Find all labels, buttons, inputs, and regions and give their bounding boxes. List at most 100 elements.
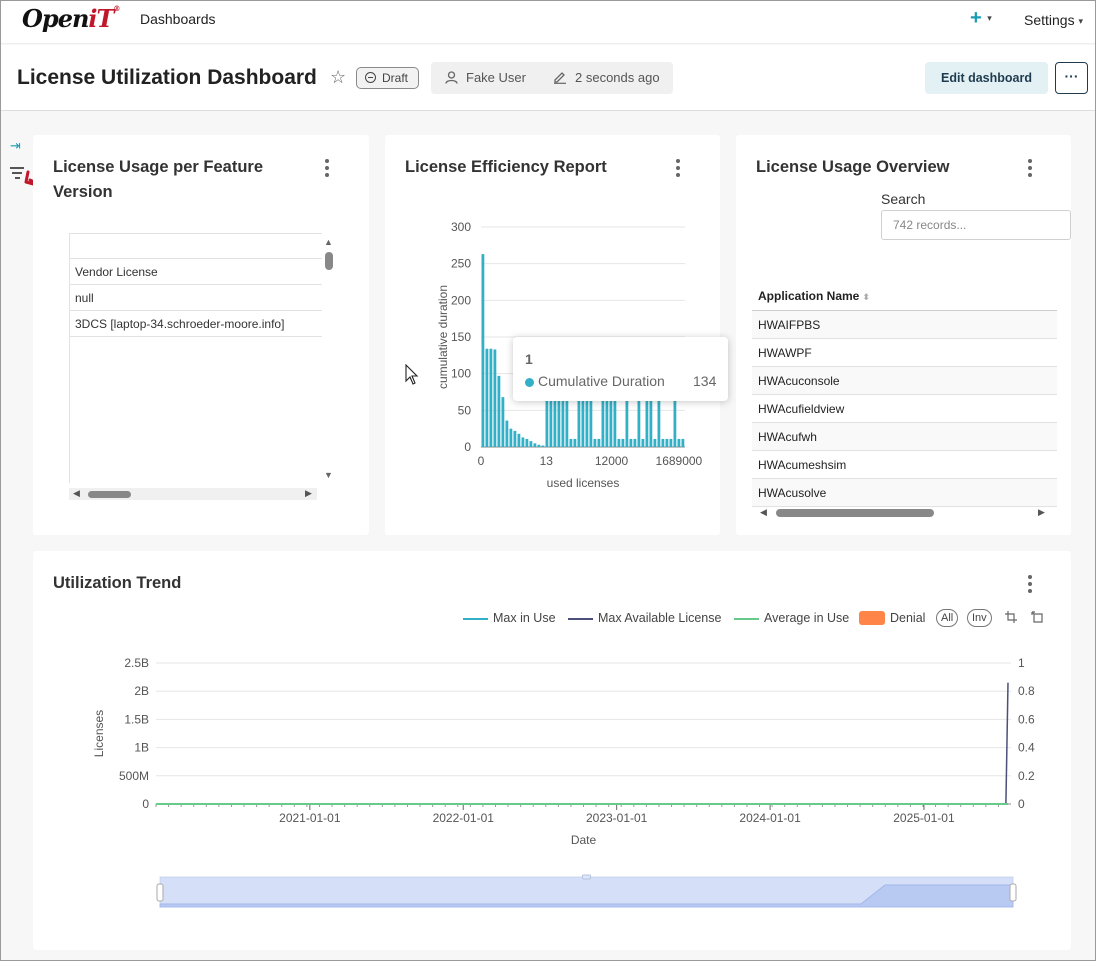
openit-logo[interactable]: OpeniT® xyxy=(22,4,120,33)
legend-denial[interactable]: Denial xyxy=(890,611,926,625)
top-nav: OpeniT® Dashboards + ▾ Settings ▾ xyxy=(0,0,1096,44)
table-row[interactable]: Vendor License xyxy=(70,259,322,285)
x-tick-label: 0 xyxy=(478,454,485,468)
plus-icon: + xyxy=(970,7,982,29)
scroll-right-icon[interactable]: ▶ xyxy=(305,488,312,498)
legend-max-available[interactable]: Max Available License xyxy=(598,611,722,625)
card-menu-icon[interactable] xyxy=(1028,159,1032,180)
table-row[interactable]: HWAcuconsole xyxy=(752,367,1057,395)
card-menu-icon[interactable] xyxy=(676,159,680,180)
scrollbar-thumb[interactable] xyxy=(88,491,131,498)
table-row[interactable]: HWAWPF xyxy=(752,339,1057,367)
y-tick-label: 100 xyxy=(451,367,471,381)
more-options-button[interactable]: ··· xyxy=(1055,62,1088,94)
table-row[interactable]: null xyxy=(70,285,322,311)
horizontal-scrollbar[interactable]: ◀ ▶ xyxy=(69,488,317,500)
favorite-star-icon[interactable]: ☆ xyxy=(330,67,347,87)
y-tick-label: 250 xyxy=(451,257,471,271)
x-tick-label: 13 xyxy=(540,454,554,468)
zoom-move-handle xyxy=(582,874,591,880)
utilization-trend-chart[interactable]: 0 500M 1B 1.5B 2B 2.5B 0 0.2 0.4 0.6 0.8 1 2021-01-0… xyxy=(33,610,1071,950)
legend-average-in-use[interactable]: Average in Use xyxy=(764,611,850,625)
bar xyxy=(509,428,513,447)
card-title: License Usage per Feature Version xyxy=(53,158,264,201)
status-badge[interactable]: Draft xyxy=(356,67,420,89)
bar xyxy=(617,438,621,447)
edit-pencil-icon xyxy=(554,72,566,84)
invert-selection-button[interactable]: Inv xyxy=(967,609,992,627)
column-header-application-name[interactable]: Application Name ⬍ xyxy=(752,283,1057,311)
bar xyxy=(513,430,517,447)
table-row[interactable]: HWAIFPBS xyxy=(752,311,1057,339)
zoom-reset-icon[interactable] xyxy=(1031,611,1043,623)
bar xyxy=(489,348,493,447)
y-axis-label: cumulative duration xyxy=(436,285,450,389)
y2-tick-label: 1 xyxy=(1018,656,1025,670)
horizontal-scrollbar[interactable]: ◀ ▶ xyxy=(752,507,1057,519)
bar xyxy=(665,438,669,447)
filter-icon[interactable] xyxy=(9,167,25,181)
bar xyxy=(653,438,657,447)
bar xyxy=(621,438,625,447)
scroll-left-icon[interactable]: ◀ xyxy=(73,488,80,498)
card-menu-icon[interactable] xyxy=(1028,575,1032,596)
scroll-right-icon[interactable]: ▶ xyxy=(1038,507,1045,517)
settings-menu[interactable]: Settings ▾ xyxy=(1024,12,1084,28)
y-tick-label: 2.5B xyxy=(124,656,149,670)
bar xyxy=(529,441,533,447)
zoom-slider-selection xyxy=(160,877,1013,907)
scrollbar-thumb[interactable] xyxy=(325,252,333,270)
y2-tick-label: 0 xyxy=(1018,797,1025,811)
card-title: License Usage Overview xyxy=(756,158,950,176)
scroll-up-icon[interactable]: ▲ xyxy=(324,237,333,247)
bar xyxy=(589,384,593,447)
table-row[interactable]: HWAcufwh xyxy=(752,423,1057,451)
sort-icon[interactable]: ⬍ xyxy=(862,292,870,302)
legend-swatch xyxy=(734,618,759,620)
x-axis-label: Date xyxy=(571,833,597,847)
scroll-left-icon[interactable]: ◀ xyxy=(760,507,767,517)
select-all-button[interactable]: All xyxy=(936,609,959,627)
table-row[interactable]: HWAcusolve xyxy=(752,479,1057,507)
bar xyxy=(637,384,641,447)
scroll-down-icon[interactable]: ▼ xyxy=(324,470,333,480)
search-input[interactable]: 742 records... xyxy=(881,210,1071,240)
vertical-scrollbar[interactable]: ▲ ▼ xyxy=(324,237,333,481)
owner-info: Fake User xyxy=(445,70,526,85)
legend-max-in-use[interactable]: Max in Use xyxy=(493,611,556,625)
bar xyxy=(505,420,509,447)
bar xyxy=(597,438,601,447)
add-new-button[interactable]: + ▾ xyxy=(970,7,992,30)
tooltip-value: 134 xyxy=(693,373,717,389)
card-menu-icon[interactable] xyxy=(325,159,329,180)
bar xyxy=(649,384,653,447)
scrollbar-thumb[interactable] xyxy=(776,509,934,517)
bar xyxy=(657,384,661,447)
zoom-area-icon[interactable] xyxy=(1005,611,1017,623)
bar xyxy=(669,438,673,447)
bar xyxy=(625,384,629,447)
bar xyxy=(521,437,525,447)
nav-dashboards-link[interactable]: Dashboards xyxy=(140,11,216,27)
mouse-cursor-icon xyxy=(405,364,419,385)
bar xyxy=(541,445,545,447)
y-tick-label: 0 xyxy=(142,797,149,811)
table-row[interactable]: 3DCS [laptop-34.schroeder-moore.info] xyxy=(70,311,322,337)
y-tick-label: 50 xyxy=(458,403,472,417)
y-axis-label: Licenses xyxy=(92,710,106,757)
expand-panel-icon[interactable]: ⇥ xyxy=(10,138,21,153)
bar xyxy=(629,438,633,447)
x-tick-label: 2023-01-01 xyxy=(586,811,648,825)
y-tick-label: 1B xyxy=(134,741,149,755)
bar xyxy=(557,384,561,447)
bar xyxy=(645,384,649,447)
page-title: License Utilization Dashboard xyxy=(17,66,317,89)
search-label: Search xyxy=(881,191,926,207)
series-dot-icon xyxy=(525,378,534,387)
table-row[interactable]: HWAcumeshsim xyxy=(752,451,1057,479)
table-row[interactable]: HWAcufieldview xyxy=(752,395,1057,423)
bar xyxy=(537,444,541,447)
metadata-bar: Fake User 2 seconds ago xyxy=(431,62,673,94)
edit-dashboard-button[interactable]: Edit dashboard xyxy=(925,62,1048,94)
y-tick-label: 300 xyxy=(451,220,471,234)
